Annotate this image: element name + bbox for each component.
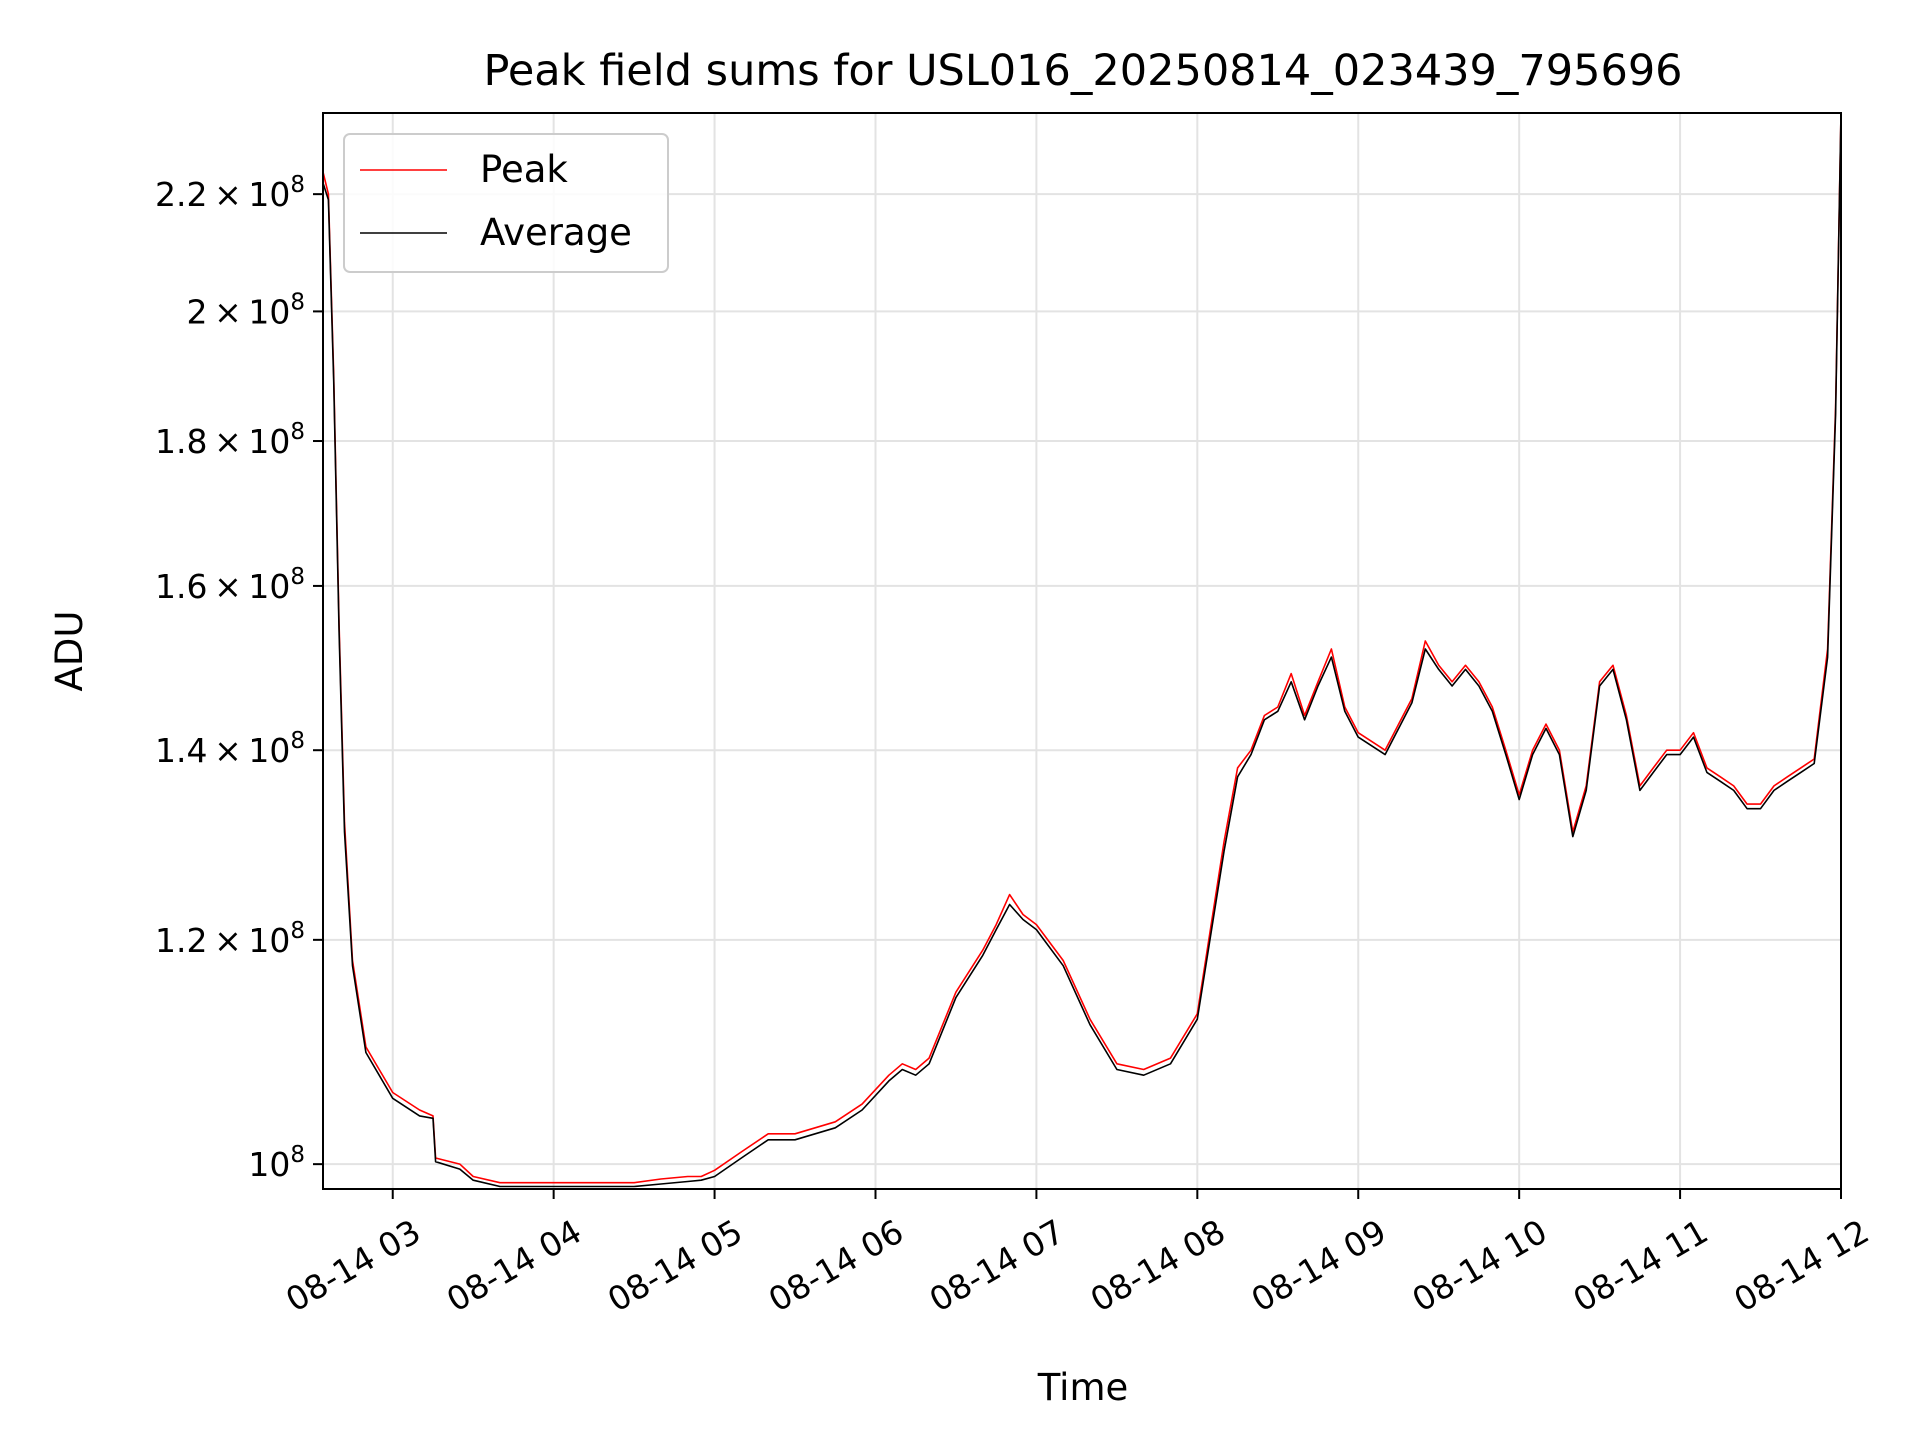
y-tick-label: 1.4 × 108 — [155, 728, 305, 770]
chart-title: Peak field sums for USL016_20250814_0234… — [483, 46, 1682, 96]
legend-box — [343, 133, 669, 273]
legend: Peak Average — [343, 133, 669, 273]
y-tick-label: 1.8 × 108 — [155, 419, 305, 461]
legend-label-peak: Peak — [480, 148, 568, 191]
y-tick-label: 2 × 108 — [187, 289, 305, 331]
y-tick-label: 1.2 × 108 — [155, 918, 305, 960]
x-tick-label: 08-14 03 — [279, 1212, 427, 1320]
series-layer — [323, 113, 1841, 1188]
x-axis-label: Time — [1037, 1366, 1129, 1409]
series-line-average — [323, 113, 1841, 1188]
grid — [323, 113, 1842, 1189]
x-tick-label: 08-14 07 — [923, 1212, 1071, 1320]
legend-label-average: Average — [480, 211, 632, 254]
x-tick-label: 08-14 11 — [1566, 1212, 1714, 1320]
x-tick-label: 08-14 12 — [1727, 1212, 1875, 1320]
x-tick-label: 08-14 05 — [601, 1212, 749, 1320]
x-tick-label: 08-14 08 — [1084, 1212, 1232, 1320]
plot-frame — [322, 112, 1842, 1190]
y-axis-label: ADU — [48, 611, 91, 692]
y-tick-label: 2.2 × 108 — [155, 172, 305, 214]
x-axis-ticks: 08-14 03 08-14 04 08-14 05 08-14 06 08-14 07… — [279, 1189, 1875, 1320]
y-tick-label: 1.6 × 108 — [155, 564, 305, 606]
x-tick-label: 08-14 06 — [762, 1212, 910, 1320]
series-line-peak — [323, 113, 1841, 1184]
x-tick-label: 08-14 04 — [440, 1212, 588, 1320]
x-tick-label: 08-14 09 — [1245, 1212, 1393, 1320]
x-tick-label: 08-14 10 — [1406, 1212, 1554, 1320]
y-tick-label: 108 — [248, 1142, 305, 1184]
y-axis-ticks: 108 1.2 × 108 1.4 × 108 1.6 × 108 1.8 × 108 2… — [155, 172, 323, 1184]
